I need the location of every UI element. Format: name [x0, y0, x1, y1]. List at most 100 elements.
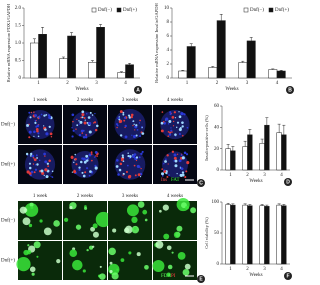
nucleus [85, 134, 88, 136]
bar [276, 70, 286, 79]
spheroid [131, 216, 138, 223]
nucleus [176, 121, 180, 124]
nucleus [178, 133, 181, 136]
nucleus [171, 150, 175, 153]
nucleus [43, 114, 46, 117]
nucleus [48, 116, 52, 119]
spheroid [24, 203, 39, 217]
y-tick-label: 100 [212, 200, 220, 205]
nucleus [122, 174, 124, 176]
spheroid [56, 258, 61, 264]
nucleus [84, 119, 86, 121]
panel-badge [284, 272, 292, 280]
nucleus [91, 114, 94, 116]
nucleus [87, 157, 90, 160]
nucleus [93, 156, 96, 158]
nucleus [176, 153, 179, 155]
spheroid [167, 264, 173, 270]
x-tick-label: 2 [216, 81, 219, 86]
panel-letter: E [199, 277, 203, 283]
nucleus [123, 119, 126, 122]
bar [247, 205, 253, 265]
nucleus [167, 163, 169, 165]
nucleus [121, 154, 124, 157]
nucleus [162, 120, 165, 123]
y-tick-label: 6 [167, 34, 170, 39]
y-tick-label: 10 [164, 6, 170, 11]
nucleus [138, 156, 141, 159]
nucleus [36, 157, 39, 159]
nucleus [45, 132, 49, 136]
x-tick-label: 3 [263, 173, 266, 178]
spheroid [53, 220, 60, 227]
nucleus [139, 175, 142, 178]
spheroid [133, 227, 137, 231]
nucleus [40, 113, 43, 116]
nucleus [35, 125, 38, 128]
y-tick-label: 2.0 [15, 6, 22, 11]
panel-badge [286, 86, 294, 94]
nucleus [178, 111, 180, 113]
spheroid [166, 272, 171, 277]
nucleus [83, 121, 87, 125]
spheroid [75, 224, 82, 230]
nucleus [94, 112, 96, 115]
nucleus [135, 134, 138, 137]
nucleus [40, 169, 44, 173]
spheroid [144, 264, 149, 270]
nucleus [48, 159, 51, 162]
nucleus [82, 174, 86, 178]
nucleus [88, 130, 92, 134]
column-label: 3 weeks [122, 98, 138, 103]
nucleus [121, 156, 125, 159]
nucleus [132, 124, 134, 127]
spheroid [142, 209, 148, 215]
nucleus [169, 113, 172, 116]
y-axis-label: Relative mRNA expression Insulin/GAPDH [154, 2, 159, 82]
nucleus [47, 114, 51, 117]
nucleus [134, 129, 136, 131]
nucleus [90, 159, 93, 162]
nucleus [122, 113, 125, 116]
nucleus [26, 124, 29, 127]
nucleus [29, 154, 32, 157]
x-tick-label: 4 [280, 267, 283, 272]
nucleus [89, 111, 92, 114]
y-axis-label: Cell viability (%) [204, 217, 209, 249]
nucleus [176, 172, 178, 175]
spheroid [137, 201, 145, 208]
spheroid [92, 223, 98, 229]
nucleus [50, 135, 53, 138]
legend-label: Dnf(−) [98, 8, 112, 13]
y-axis-label: Relative mRNA expression PDX1/GAPDH [6, 3, 11, 82]
x-tick-label: 4 [280, 173, 283, 178]
nucleus [115, 123, 119, 126]
nucleus [131, 154, 136, 158]
x-tick-label: 3 [263, 267, 266, 272]
spheroid [29, 266, 36, 273]
spheroid [99, 265, 102, 269]
y-tick-label: 0 [19, 76, 22, 81]
bar [117, 72, 126, 79]
nucleus [124, 124, 127, 128]
panel-badge [284, 178, 292, 186]
stain-label: PI [171, 274, 176, 279]
nucleus [41, 171, 45, 175]
nucleus [83, 117, 86, 120]
nucleus [181, 134, 184, 137]
x-tick-label: 1 [229, 267, 232, 272]
nucleus [79, 120, 83, 124]
panel-letter: F [286, 274, 289, 280]
x-tick-label: 1 [186, 81, 189, 86]
nucleus [44, 155, 46, 157]
nucleus [37, 117, 40, 120]
nucleus [173, 156, 177, 160]
bar [259, 205, 265, 265]
spheroid [182, 268, 190, 276]
spheroid [136, 252, 141, 257]
bar [230, 204, 236, 265]
nucleus [117, 173, 120, 176]
nucleus [175, 126, 178, 129]
nucleus [28, 162, 32, 165]
nucleus [47, 165, 50, 167]
